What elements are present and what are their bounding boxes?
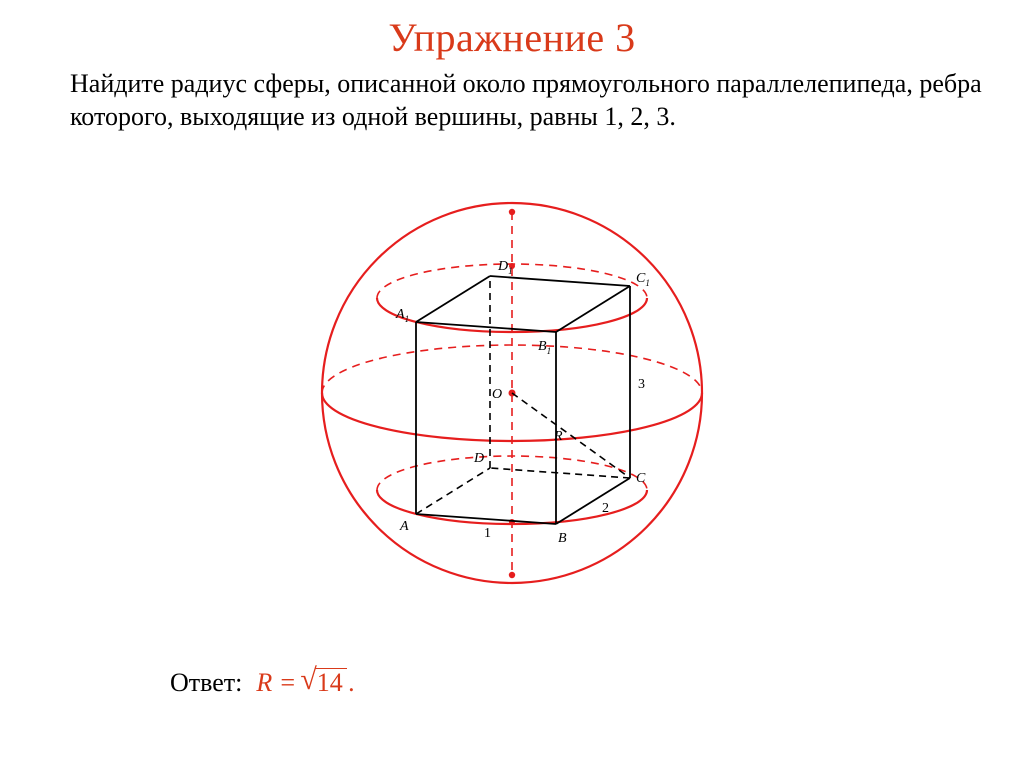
edge-CD xyxy=(490,468,630,478)
label-edge-1: 1 xyxy=(484,526,491,541)
label-edge-3: 3 xyxy=(638,377,645,392)
label-O: O xyxy=(492,387,502,402)
answer-row: Ответ: R = √ 14 . xyxy=(170,668,355,698)
edge-D1A1 xyxy=(416,276,490,322)
label-R: R xyxy=(553,429,563,444)
label-edge-2: 2 xyxy=(602,501,609,516)
sqrt-icon: √ 14 xyxy=(300,668,346,698)
label-A: A xyxy=(399,519,409,534)
label-B: B xyxy=(558,531,567,546)
figure-area: A B C D A1 B1 C1 D1 O 1 2 3 R xyxy=(0,178,1024,618)
label-C: C xyxy=(636,471,646,486)
label-C1: C1 xyxy=(636,271,650,288)
answer-formula: R = √ 14 . xyxy=(256,668,355,698)
label-D: D xyxy=(473,451,484,466)
axis-bottom-dot xyxy=(509,572,515,578)
label-D1: D1 xyxy=(497,259,513,276)
label-A1: A1 xyxy=(395,307,409,324)
edge-AD xyxy=(416,468,490,514)
problem-text: Найдите радиус сферы, описанной около пр… xyxy=(70,67,984,134)
answer-label: Ответ: xyxy=(170,668,242,698)
formula-prefix: R = xyxy=(256,668,296,698)
slide-title: Упражнение 3 xyxy=(0,0,1024,61)
radius-line xyxy=(512,393,630,478)
edge-C1D1 xyxy=(490,276,630,286)
axis-top-dot xyxy=(509,209,515,215)
formula-suffix: . xyxy=(349,668,356,698)
geometry-diagram: A B C D A1 B1 C1 D1 O 1 2 3 R xyxy=(282,178,742,608)
label-B1: B1 xyxy=(538,339,551,356)
radicand: 14 xyxy=(315,668,347,698)
slide: Упражнение 3 Найдите радиус сферы, описа… xyxy=(0,0,1024,767)
